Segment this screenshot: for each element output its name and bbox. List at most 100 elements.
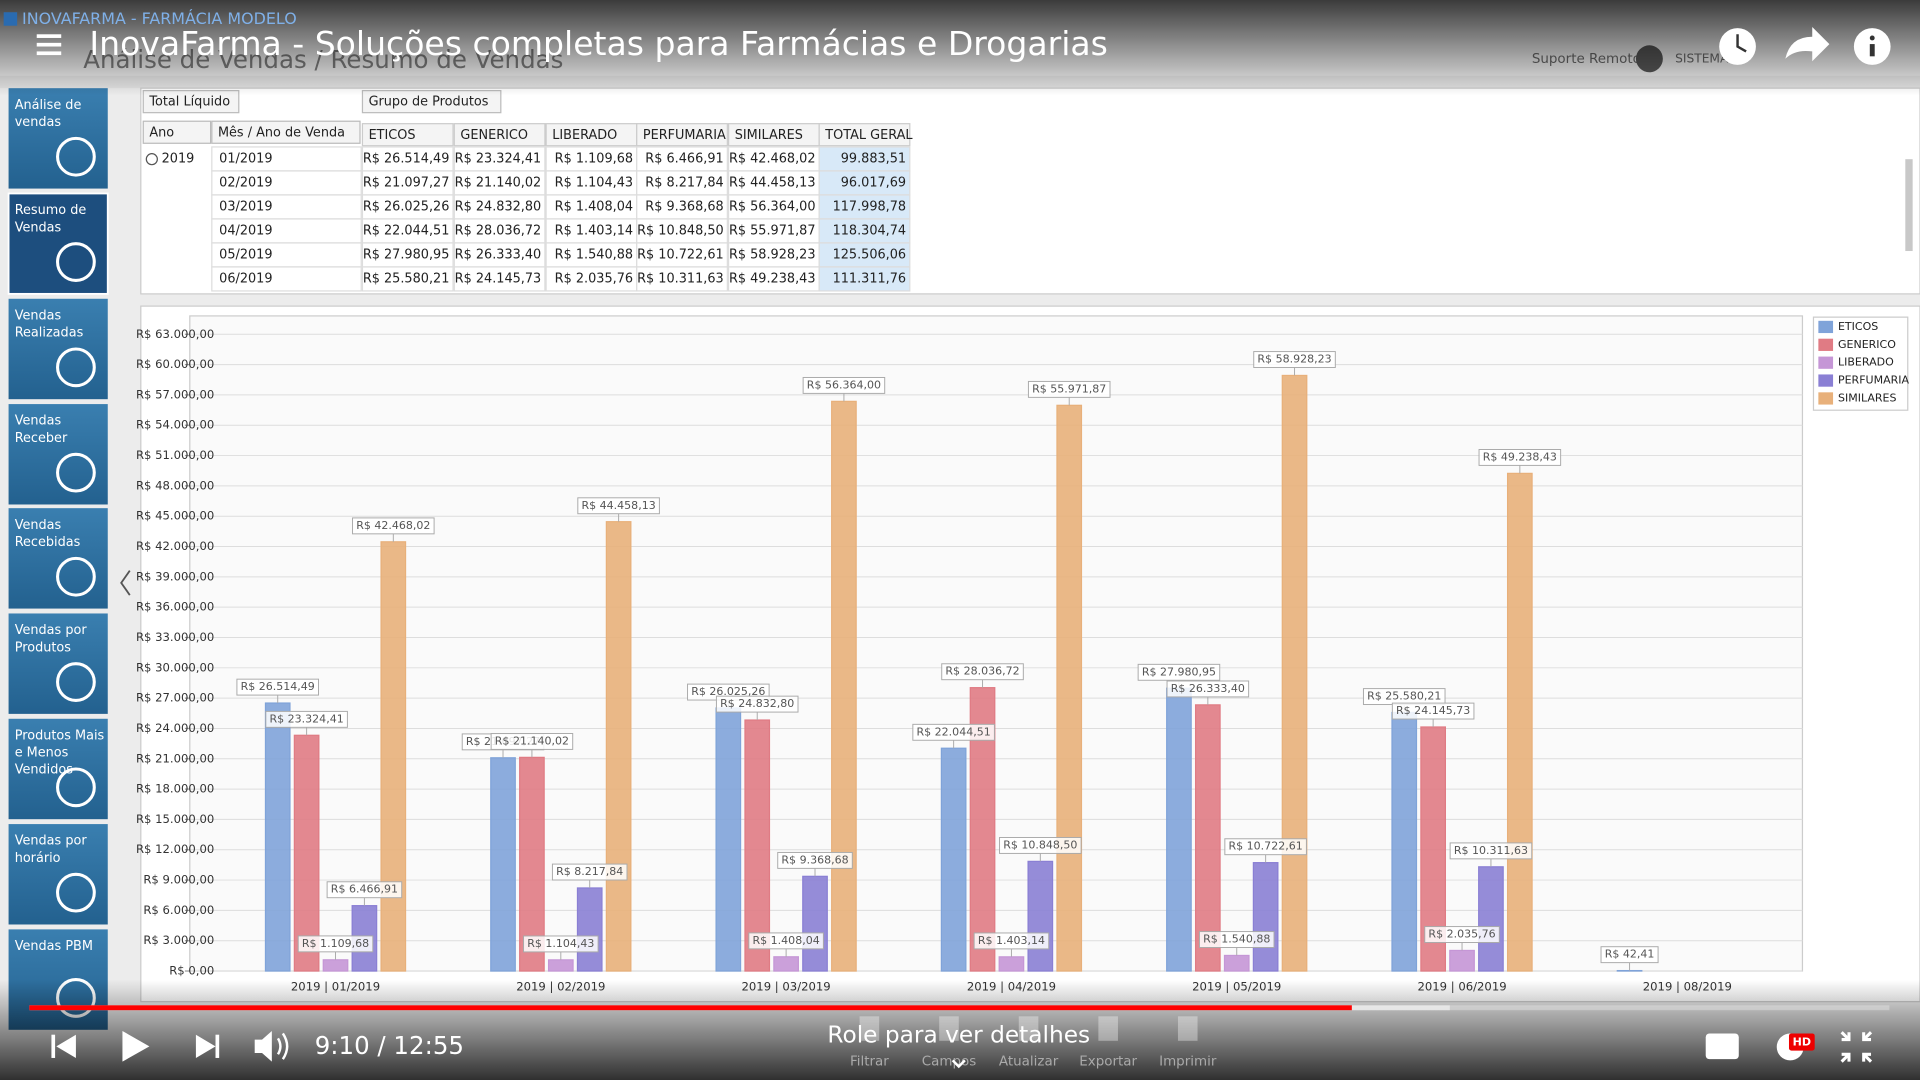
menu-icon[interactable] bbox=[36, 34, 62, 56]
cell-bg bbox=[545, 242, 638, 268]
scrollbar[interactable] bbox=[1905, 159, 1913, 252]
bar bbox=[264, 702, 291, 972]
cell-bg bbox=[361, 194, 454, 220]
data-label: R$ 49.238,43 bbox=[1483, 450, 1557, 463]
row-field[interactable]: Mês / Ano de Venda bbox=[218, 125, 345, 140]
data-label: R$ 10.848,50 bbox=[1003, 838, 1077, 851]
cell: R$ 1.104,43 bbox=[555, 176, 633, 191]
toolbar-label[interactable]: Imprimir bbox=[1159, 1055, 1217, 1070]
next-button[interactable] bbox=[195, 1034, 220, 1058]
cell: R$ 26.333,40 bbox=[455, 248, 542, 263]
sidebar-item-label: Análise de bbox=[15, 98, 82, 113]
prev-button[interactable] bbox=[51, 1034, 76, 1058]
sidebar-item-label: Produtos Mais bbox=[15, 728, 105, 743]
bar bbox=[998, 956, 1025, 972]
toolbar-icon[interactable] bbox=[1098, 1016, 1118, 1041]
row-field-bg[interactable] bbox=[142, 120, 212, 144]
cell: R$ 10.722,61 bbox=[637, 248, 724, 263]
bar bbox=[831, 400, 857, 972]
sidebar-item-bg bbox=[8, 508, 108, 609]
row-header: 05/2019 bbox=[219, 248, 272, 263]
cell: R$ 24.832,80 bbox=[455, 200, 542, 215]
cell: R$ 25.580,21 bbox=[363, 272, 450, 287]
cell-bg bbox=[636, 266, 728, 292]
column-header-bg bbox=[636, 123, 728, 147]
subtitles-button[interactable] bbox=[1705, 1033, 1739, 1060]
bar bbox=[1166, 687, 1192, 972]
y-tick-label: R$ 51.000,00 bbox=[136, 448, 214, 462]
sidebar-item[interactable]: Vendas Realizadas bbox=[8, 298, 108, 400]
toolbar-label[interactable]: Campos bbox=[922, 1055, 977, 1070]
toolbar-label[interactable]: Atualizar bbox=[999, 1055, 1059, 1070]
sidebar-item[interactable]: Vendas por horário bbox=[8, 824, 108, 925]
pivot-table: Total Líquido Grupo de Produtos Ano Mês / A… bbox=[140, 87, 1920, 295]
row-field[interactable]: Ano bbox=[149, 125, 174, 140]
volume-button[interactable] bbox=[254, 1031, 289, 1062]
row-header-bg bbox=[211, 218, 362, 244]
play-button[interactable] bbox=[122, 1031, 150, 1062]
cell: R$ 27.980,95 bbox=[363, 248, 450, 263]
cell-bg bbox=[545, 266, 638, 292]
data-label: R$ 1.109,68 bbox=[302, 937, 369, 950]
row-header-bg bbox=[211, 242, 362, 268]
bar bbox=[1506, 472, 1533, 972]
sidebar-item[interactable]: Vendas Recebidas bbox=[8, 508, 108, 609]
toolbar-label[interactable]: Filtrar bbox=[850, 1055, 889, 1070]
bar bbox=[490, 757, 516, 972]
cell: R$ 2.035,76 bbox=[555, 272, 633, 287]
collapse-arrow[interactable] bbox=[120, 570, 131, 596]
sidebar-item[interactable]: Resumo de Vendas bbox=[7, 192, 109, 295]
bar bbox=[1391, 711, 1418, 972]
cell: R$ 1.540,88 bbox=[555, 248, 633, 263]
sidebar-item-label: horário bbox=[15, 851, 61, 866]
y-tick-label: R$ 15.000,00 bbox=[136, 812, 214, 826]
sidebar-item-icon bbox=[56, 872, 96, 913]
measure-field[interactable]: Total Líquido bbox=[148, 95, 230, 110]
sidebar-item-bg bbox=[8, 718, 108, 820]
video-bottom-overlay bbox=[0, 979, 1920, 1080]
bar bbox=[1449, 949, 1475, 972]
toolbar-icon[interactable] bbox=[1177, 1016, 1198, 1041]
toolbar-icon[interactable] bbox=[1018, 1016, 1039, 1041]
toolbar-icon[interactable] bbox=[859, 1016, 880, 1041]
toolbar-icon[interactable] bbox=[939, 1016, 959, 1041]
row-header: 06/2019 bbox=[219, 272, 272, 287]
sidebar-item-label: Vendidos bbox=[15, 763, 74, 778]
cell-bg bbox=[361, 242, 454, 268]
row-header-bg bbox=[211, 146, 362, 172]
sidebar-item-bg bbox=[8, 613, 108, 714]
cell: R$ 58.928,23 bbox=[729, 248, 816, 263]
toolbar-label[interactable]: Exportar bbox=[1079, 1055, 1137, 1070]
data-label: R$ 55.971,87 bbox=[1032, 382, 1106, 395]
column-field[interactable]: Grupo de Produtos bbox=[369, 95, 489, 110]
cell-bg bbox=[727, 146, 820, 172]
sidebar-item[interactable]: Vendas por Produtos bbox=[8, 613, 108, 714]
data-label: R$ 42.468,02 bbox=[356, 519, 430, 532]
sidebar-item-label: e Menos bbox=[15, 746, 69, 761]
row-field-bg[interactable] bbox=[211, 120, 361, 144]
sidebar-item-icon bbox=[56, 662, 96, 702]
bar bbox=[1252, 862, 1279, 972]
y-tick-label: R$ 6.000,00 bbox=[143, 903, 214, 917]
hd-badge-text: HD bbox=[1793, 1036, 1811, 1049]
bar bbox=[1223, 954, 1250, 972]
info-dot bbox=[1869, 35, 1875, 41]
sidebar-item-bg bbox=[8, 88, 108, 189]
cell: R$ 1.403,14 bbox=[555, 224, 633, 239]
scroll-arrow[interactable] bbox=[951, 1059, 966, 1069]
bar bbox=[1056, 404, 1083, 972]
cell-bg bbox=[453, 170, 546, 196]
column-header: GENERICO bbox=[460, 128, 528, 143]
cell: R$ 23.324,41 bbox=[455, 152, 542, 167]
sidebar-item[interactable]: Vendas Receber bbox=[8, 404, 108, 505]
expand-icon[interactable] bbox=[145, 153, 158, 166]
cell: R$ 26.514,49 bbox=[363, 152, 450, 167]
sidebar-item[interactable]: Produtos Mais e Menos Vendidos bbox=[8, 718, 108, 820]
sidebar-item[interactable]: Análise de vendas bbox=[8, 88, 108, 189]
y-tick-label: R$ 63.000,00 bbox=[136, 327, 214, 341]
sidebar-item-label: Recebidas bbox=[15, 535, 81, 550]
sidebar-item-label: Vendas bbox=[15, 414, 62, 429]
share-icon[interactable] bbox=[1785, 26, 1830, 62]
exit-fullscreen-button[interactable] bbox=[1840, 1031, 1873, 1063]
y-tick-label: R$ 27.000,00 bbox=[136, 691, 214, 705]
